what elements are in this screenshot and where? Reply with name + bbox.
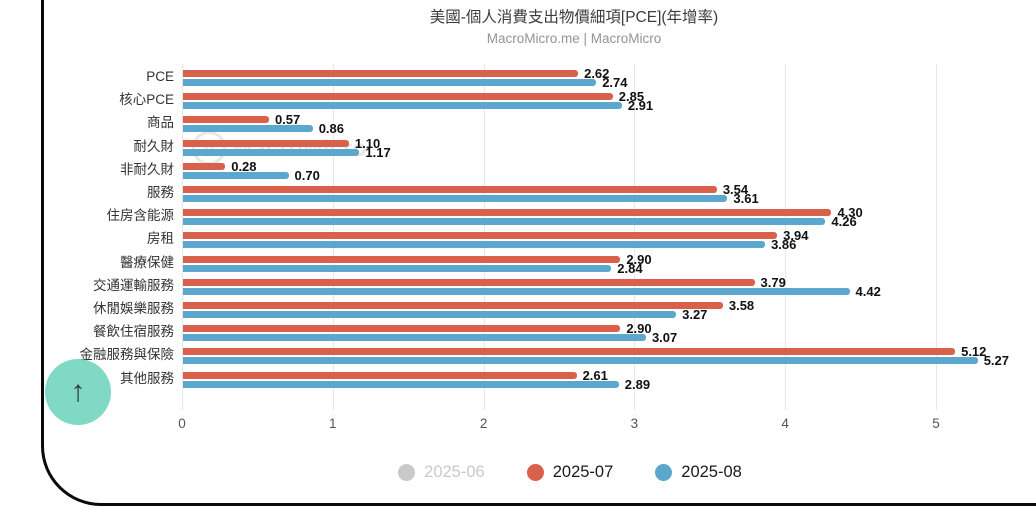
- gridline: [936, 64, 937, 410]
- bar-2025-07[interactable]: [183, 302, 723, 309]
- bar-2025-08[interactable]: [183, 287, 850, 295]
- category-label: 其他服務: [120, 370, 174, 386]
- bar-value-label: 5.27: [983, 353, 1010, 369]
- bar-value-label: 2.84: [617, 260, 643, 276]
- category-label: 金融服務與保險: [79, 347, 175, 363]
- category-label: 交通運輸服務: [93, 277, 174, 293]
- bar-value-label: 0.57: [274, 112, 301, 128]
- category-label: 住房含能源: [106, 208, 175, 224]
- bar-value-label: 4.30: [837, 205, 863, 221]
- bar-value-label: 3.94: [783, 228, 809, 244]
- bar-2025-07[interactable]: [183, 93, 613, 101]
- bar-value-label: 5.12: [961, 344, 987, 360]
- chart-title: 美國-個人消費支出物價細項[PCE](年增率): [429, 9, 719, 26]
- bar-2025-08[interactable]: [183, 311, 677, 318]
- bar-2025-07[interactable]: [183, 209, 832, 217]
- category-label: 房租: [147, 231, 174, 247]
- bar-value-label: 3.27: [682, 307, 708, 322]
- bar-2025-07[interactable]: [183, 371, 577, 379]
- category-label: 醫療保健: [120, 254, 174, 270]
- legend-item-2025-08[interactable]: 2025-08: [655, 463, 742, 482]
- bar-2025-08[interactable]: [183, 218, 826, 226]
- gridline: [182, 64, 183, 410]
- bar-2025-08[interactable]: [183, 380, 619, 388]
- bar-2025-07[interactable]: [183, 232, 778, 240]
- bar-value-label: 0.28: [231, 158, 257, 174]
- bar-value-label: 1.17: [365, 144, 391, 160]
- legend-label: 2025-06: [424, 463, 485, 481]
- bar-value-label: 2.90: [626, 251, 652, 267]
- scroll-top-button[interactable]: ↑: [45, 359, 111, 425]
- category-label: 核心PCE: [119, 92, 174, 108]
- bar-value-label: 2.89: [624, 376, 651, 392]
- category-label: 耐久財: [133, 138, 175, 154]
- category-label: 休閒娛樂服務: [93, 301, 174, 316]
- category-label: 服務: [147, 185, 174, 200]
- bar-value-label: 2.62: [584, 66, 610, 81]
- category-label: 餐飲住宿服務: [93, 324, 174, 340]
- bar-2025-08[interactable]: [183, 195, 728, 202]
- arrow-up-icon: ↑: [70, 375, 86, 408]
- bar-value-label: 2.74: [602, 75, 628, 90]
- bar-2025-07[interactable]: [183, 162, 226, 170]
- x-tick-label: 5: [932, 416, 940, 431]
- bar-2025-08[interactable]: [183, 241, 766, 249]
- bar-value-label: 3.61: [733, 191, 759, 206]
- bar-value-label: 3.79: [760, 274, 786, 290]
- bar-value-label: 4.26: [831, 214, 857, 230]
- x-tick-label: 3: [630, 416, 639, 431]
- x-tick-label: 4: [781, 416, 789, 431]
- bar-2025-08[interactable]: [183, 171, 289, 179]
- bar-value-label: 2.90: [626, 321, 652, 337]
- x-tick-label: 2: [479, 416, 488, 431]
- bar-value-label: 0.86: [318, 121, 344, 137]
- bar-2025-08[interactable]: [183, 334, 646, 342]
- bar-2025-07[interactable]: [183, 348, 956, 356]
- category-label: 商品: [147, 115, 174, 131]
- bar-2025-07[interactable]: [183, 116, 269, 124]
- legend-item-2025-06[interactable]: 2025-06: [398, 463, 485, 482]
- chart-subtitle: MacroMicro.me | MacroMicro: [486, 31, 662, 46]
- bar-2025-07[interactable]: [183, 139, 349, 147]
- legend: 2025-06 2025-07 2025-08: [52, 463, 1036, 482]
- gridline: [785, 64, 787, 410]
- bar-2025-07[interactable]: [183, 255, 621, 263]
- bar-2025-07[interactable]: [183, 278, 755, 286]
- bar-2025-07[interactable]: [183, 70, 579, 77]
- bar-value-label: 3.07: [651, 330, 678, 346]
- legend-item-2025-07[interactable]: 2025-07: [526, 463, 614, 482]
- bar-2025-08[interactable]: [183, 148, 360, 156]
- bar-value-label: 1.10: [354, 135, 381, 151]
- legend-marker: [398, 464, 416, 481]
- category-label: PCE: [146, 69, 174, 84]
- legend-marker: [655, 464, 673, 481]
- bar-value-label: 2.85: [618, 89, 645, 105]
- macromicro-watermark-text: MacroMicro: [233, 134, 368, 161]
- legend-label: 2025-07: [552, 463, 614, 481]
- bar-value-label: 3.58: [728, 298, 755, 313]
- bar-2025-07[interactable]: [183, 325, 621, 333]
- legend-marker: [526, 464, 544, 481]
- x-tick-label: 1: [329, 416, 337, 431]
- bar-2025-08[interactable]: [183, 357, 978, 365]
- x-tick-label: 0: [178, 416, 186, 431]
- bar-2025-08[interactable]: [183, 79, 597, 86]
- legend-label: 2025-08: [681, 463, 742, 481]
- bar-2025-08[interactable]: [183, 264, 612, 272]
- bar-value-label: 0.70: [294, 167, 320, 183]
- bar-value-label: 3.54: [722, 182, 749, 197]
- category-label: 非耐久財: [120, 161, 174, 177]
- bar-value-label: 2.61: [582, 367, 608, 383]
- bar-2025-08[interactable]: [183, 102, 622, 110]
- bar-value-label: 3.86: [771, 237, 797, 253]
- bar-2025-07[interactable]: [183, 186, 717, 193]
- bar-value-label: 4.42: [855, 283, 881, 299]
- bar-value-label: 2.91: [627, 98, 654, 114]
- bar-2025-08[interactable]: [183, 125, 313, 133]
